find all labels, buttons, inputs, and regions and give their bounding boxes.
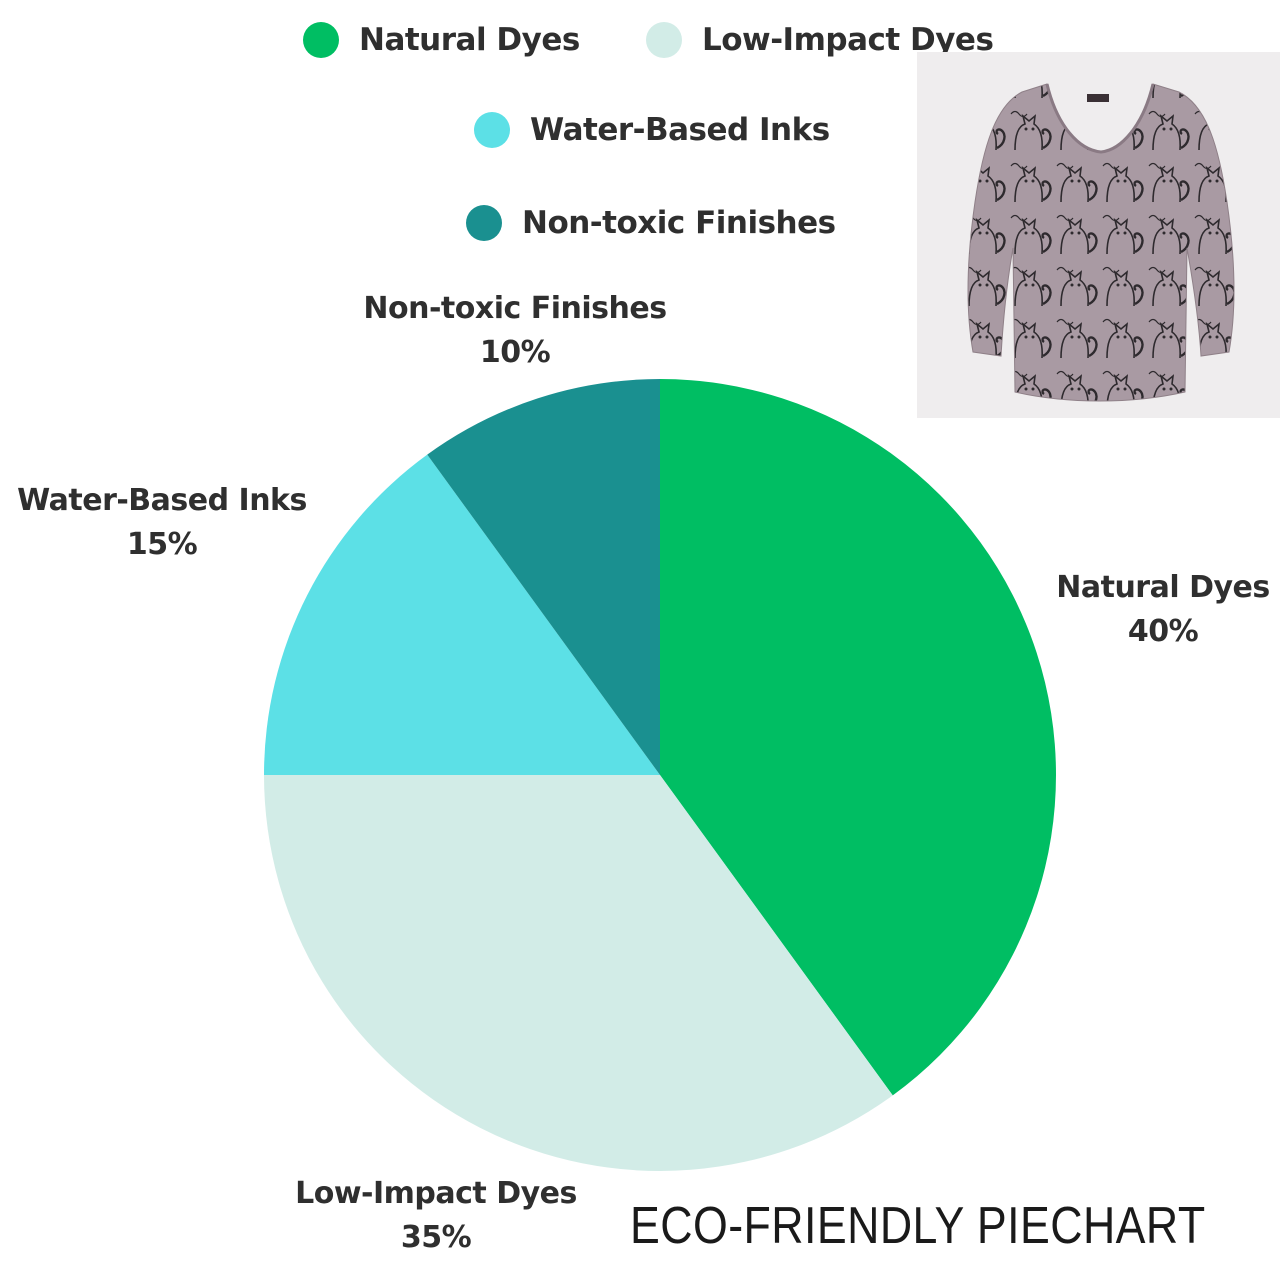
legend-item-non-toxic-finishes: Non-toxic Finishes [466, 205, 836, 241]
legend-swatch-low-impact-dyes [646, 22, 682, 58]
slice-label-value: 10% [479, 335, 551, 370]
pie-slice-low-impact-dyes [264, 775, 893, 1171]
legend-swatch-non-toxic-finishes [466, 205, 502, 241]
blouse-photo-icon [967, 83, 1235, 402]
legend-swatch-natural-dyes [303, 22, 339, 58]
slice-label-water-based-inks: Water-Based Inks 15% [4, 479, 320, 567]
slice-label-value: 35% [400, 1220, 472, 1255]
legend-swatch-water-based-inks [474, 112, 510, 148]
chart-caption: ECO-FRIENDLY PIECHART [630, 1197, 1206, 1255]
slice-label-natural-dyes: Natural Dyes 40% [1050, 566, 1276, 654]
slice-label-name: Natural Dyes [1056, 570, 1270, 605]
slice-label-value: 40% [1127, 614, 1199, 649]
blouse-photo [917, 52, 1280, 418]
legend-label: Natural Dyes [359, 22, 580, 58]
pie-slice-non-toxic-finishes [427, 379, 660, 775]
slice-label-value: 15% [126, 527, 198, 562]
pie-slice-natural-dyes [660, 379, 1056, 1096]
slice-label-name: Low-Impact Dyes [295, 1176, 577, 1211]
legend-item-water-based-inks: Water-Based Inks [474, 112, 830, 148]
legend-item-natural-dyes: Natural Dyes [303, 22, 580, 58]
legend-label: Non-toxic Finishes [522, 205, 836, 241]
slice-label-low-impact-dyes: Low-Impact Dyes 35% [270, 1172, 602, 1260]
slice-label-non-toxic-finishes: Non-toxic Finishes 10% [346, 287, 684, 375]
pie-slice-water-based-inks [264, 454, 660, 775]
slice-label-name: Water-Based Inks [17, 483, 307, 518]
slice-label-name: Non-toxic Finishes [363, 291, 667, 326]
legend-label: Water-Based Inks [530, 112, 830, 148]
